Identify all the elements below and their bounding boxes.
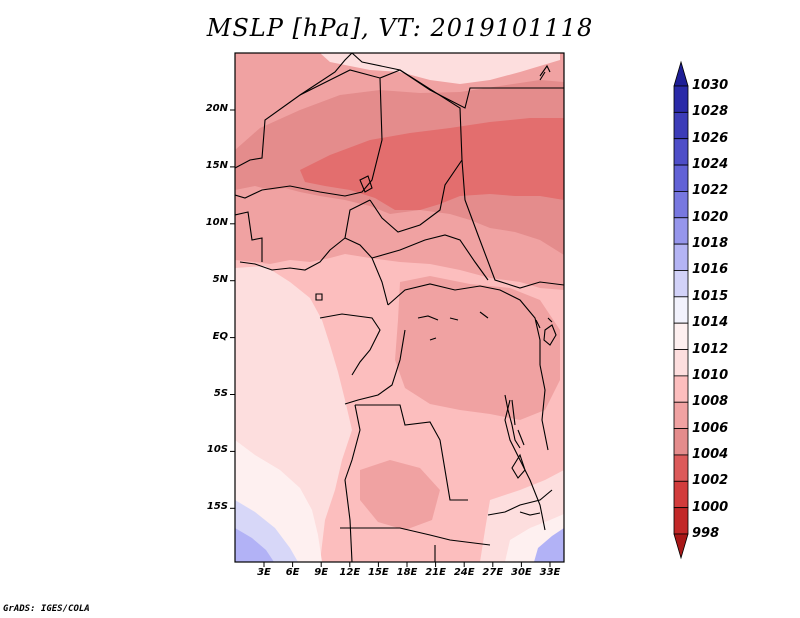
field-1008-congo [395, 276, 560, 420]
country-borders [235, 53, 564, 562]
lat-label: 5N [212, 273, 228, 285]
pressure-field [235, 53, 564, 562]
colorbar-swatch [673, 322, 689, 350]
map-frame [234, 52, 565, 563]
lon-label: 24E [453, 567, 475, 578]
lon-label: 30E [511, 567, 532, 578]
border-chad [369, 69, 463, 233]
colorbar-level-label: 1030 [692, 78, 729, 93]
border-drc-north [387, 283, 541, 365]
lon-label: 18E [396, 567, 418, 578]
colorbar-swatch [673, 401, 689, 429]
border-libya-egypt [351, 53, 564, 109]
lat-label: 10S [206, 444, 228, 456]
colorbar-swatch [673, 164, 689, 192]
lat-label: 5S [213, 387, 228, 399]
colorbar-level-label: 1015 [692, 288, 729, 304]
colorbar-level-label: 1028 [692, 104, 729, 120]
colorbar-level-label: 1000 [692, 499, 729, 515]
border-angola-west [344, 404, 361, 562]
border-niger [235, 69, 383, 199]
colorbar-level-label: 1024 [692, 157, 729, 173]
colorbar-swatch [673, 191, 689, 219]
lake-kariba [519, 511, 541, 516]
lat-label: 20N [205, 103, 228, 114]
colorbar-swatch [673, 217, 689, 245]
lon-label: 9E [314, 567, 329, 578]
longitude-ticks [263, 562, 551, 567]
colorbar-level-label: 1026 [692, 130, 729, 146]
colorbar-level-label: 1010 [692, 367, 729, 383]
border-gabon-congo [319, 313, 381, 376]
colorbar-swatch [673, 111, 689, 140]
colorbar-level-label: 1002 [692, 473, 729, 489]
lon-label: 21E [425, 567, 446, 578]
lake-victoria [543, 324, 557, 346]
lat-label: 15N [205, 159, 228, 171]
lon-label: 33E [539, 567, 561, 578]
colorbar-swatch [673, 454, 689, 482]
map-title: MSLP [hPa], VT: 2019101118 [206, 14, 594, 42]
lake-tanganyika [504, 394, 525, 449]
field-1018-se [534, 528, 564, 562]
colorbar-level-label: 1020 [692, 209, 729, 225]
border-zimbabwe [487, 489, 553, 516]
border-nigeria-south [239, 199, 371, 271]
lake-chad [359, 175, 373, 193]
footer-credit: GrADS: IGES/COLA [3, 604, 90, 614]
colorbar-bottom-arrow [673, 533, 689, 560]
colorbar-level-label: 998 [692, 526, 720, 541]
border-angola-drc [355, 404, 468, 501]
field-1012-north [320, 53, 560, 84]
colorbar-level-label: 1016 [692, 262, 729, 278]
colorbar-level-label: 1008 [692, 394, 729, 410]
colorbar-level-label: 1022 [692, 183, 729, 199]
colorbar-level-label: 1012 [692, 341, 729, 357]
lat-label: 10N [205, 216, 228, 228]
island-bioko [315, 293, 323, 301]
colorbar-swatch [673, 480, 689, 509]
colorbar-swatch [673, 138, 689, 166]
colorbar-swatch [673, 428, 689, 456]
lon-label: 12E [339, 567, 361, 578]
colorbar-swatch [673, 243, 689, 271]
colorbar-swatch [673, 296, 689, 324]
colorbar-swatch [673, 507, 689, 535]
latitude-ticks [230, 109, 235, 509]
border-sudan-east [461, 159, 564, 289]
border-namibia [340, 527, 491, 546]
colorbar-swatch [673, 375, 689, 403]
lakes-congo [417, 311, 489, 341]
colorbar-level-label: 1014 [692, 315, 729, 331]
colorbar [673, 60, 689, 560]
colorbar-top-arrow [673, 60, 689, 87]
colorbar-swatch [673, 349, 689, 377]
lake-kivu [535, 317, 553, 329]
lat-label: EQ [212, 330, 228, 342]
colorbar-swatch [673, 270, 689, 298]
border-benin-togo [235, 211, 263, 262]
field-1018-sw [235, 528, 274, 562]
colorbar-swatch [673, 85, 689, 113]
border-tanzania [539, 364, 549, 451]
colorbar-level-label: 1006 [692, 420, 729, 436]
coast-sinai [539, 64, 551, 81]
lon-label: 27E [482, 567, 504, 578]
field-1008-angola [360, 460, 440, 530]
lon-label: 15E [368, 567, 389, 578]
lon-label: 3E [257, 567, 271, 578]
border-west-sahara [235, 53, 353, 169]
colorbar-level-label: 1004 [692, 446, 729, 462]
lake-malawi [511, 453, 526, 479]
border-car [371, 234, 489, 281]
colorbar-level-label: 1018 [692, 236, 729, 252]
lon-label: 6E [285, 567, 300, 578]
border-east [504, 399, 546, 531]
border-congo-drc [344, 329, 406, 405]
lat-label: 15S [206, 501, 228, 513]
